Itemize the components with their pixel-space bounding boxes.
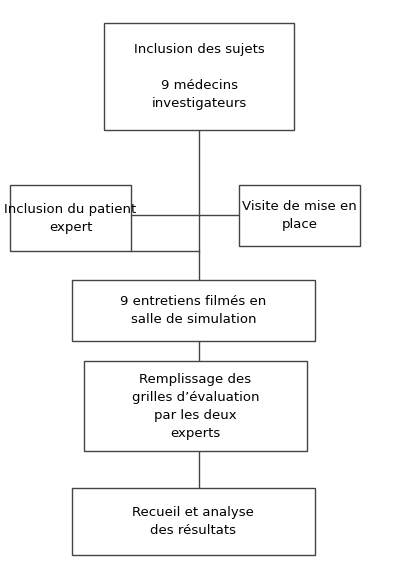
FancyBboxPatch shape <box>72 280 315 341</box>
Text: Inclusion du patient
expert: Inclusion du patient expert <box>4 203 137 234</box>
Text: Remplissage des
grilles d’évaluation
par les deux
experts: Remplissage des grilles d’évaluation par… <box>132 373 259 439</box>
FancyBboxPatch shape <box>72 488 315 555</box>
Text: Visite de mise en
place: Visite de mise en place <box>242 200 357 231</box>
Text: 9 entretiens filmés en
salle de simulation: 9 entretiens filmés en salle de simulati… <box>120 295 266 326</box>
FancyBboxPatch shape <box>104 23 294 130</box>
Text: Inclusion des sujets

9 médecins
investigateurs: Inclusion des sujets 9 médecins investig… <box>134 43 265 110</box>
Text: Recueil et analyse
des résultats: Recueil et analyse des résultats <box>133 506 254 537</box>
FancyBboxPatch shape <box>239 185 360 246</box>
FancyBboxPatch shape <box>84 361 307 451</box>
FancyBboxPatch shape <box>10 185 131 251</box>
